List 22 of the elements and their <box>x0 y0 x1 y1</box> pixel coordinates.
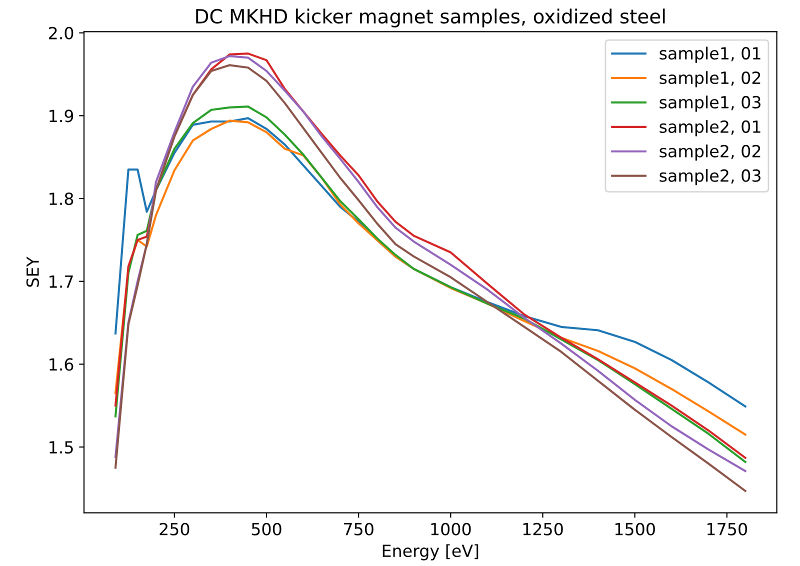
y-tick-label: 1.6 <box>50 358 74 371</box>
x-tick-label: 250 <box>160 522 190 536</box>
legend-label: sample1, 03 <box>660 96 760 112</box>
legend-label: sample1, 01 <box>660 46 760 63</box>
chart-title: DC MKHD kicker magnet samples, oxidized steel <box>196 8 665 28</box>
x-tick-label: 500 <box>252 522 282 536</box>
x-tick-label: 1500 <box>615 522 655 536</box>
legend-label: sample2, 03 <box>660 169 760 186</box>
legend-label: sample2, 01 <box>660 120 760 136</box>
x-tick-label: 1000 <box>431 522 471 536</box>
y-tick-label: 2.0 <box>48 26 74 40</box>
x-axis-title: Energy [eV] <box>382 544 478 560</box>
legend-label: sample2, 02 <box>660 144 760 161</box>
y-tick-label: 1.8 <box>50 192 74 206</box>
x-tick-label: 750 <box>344 522 374 536</box>
y-tick-label: 1.7 <box>50 276 73 288</box>
legend-label: sample1, 02 <box>660 71 760 88</box>
x-tick-label: 1250 <box>523 522 563 536</box>
y-axis-title: SEY <box>26 256 39 287</box>
y-tick-label: 1.5 <box>50 441 73 454</box>
y-tick-label: 1.9 <box>50 110 74 122</box>
x-tick-label: 1750 <box>708 522 747 536</box>
